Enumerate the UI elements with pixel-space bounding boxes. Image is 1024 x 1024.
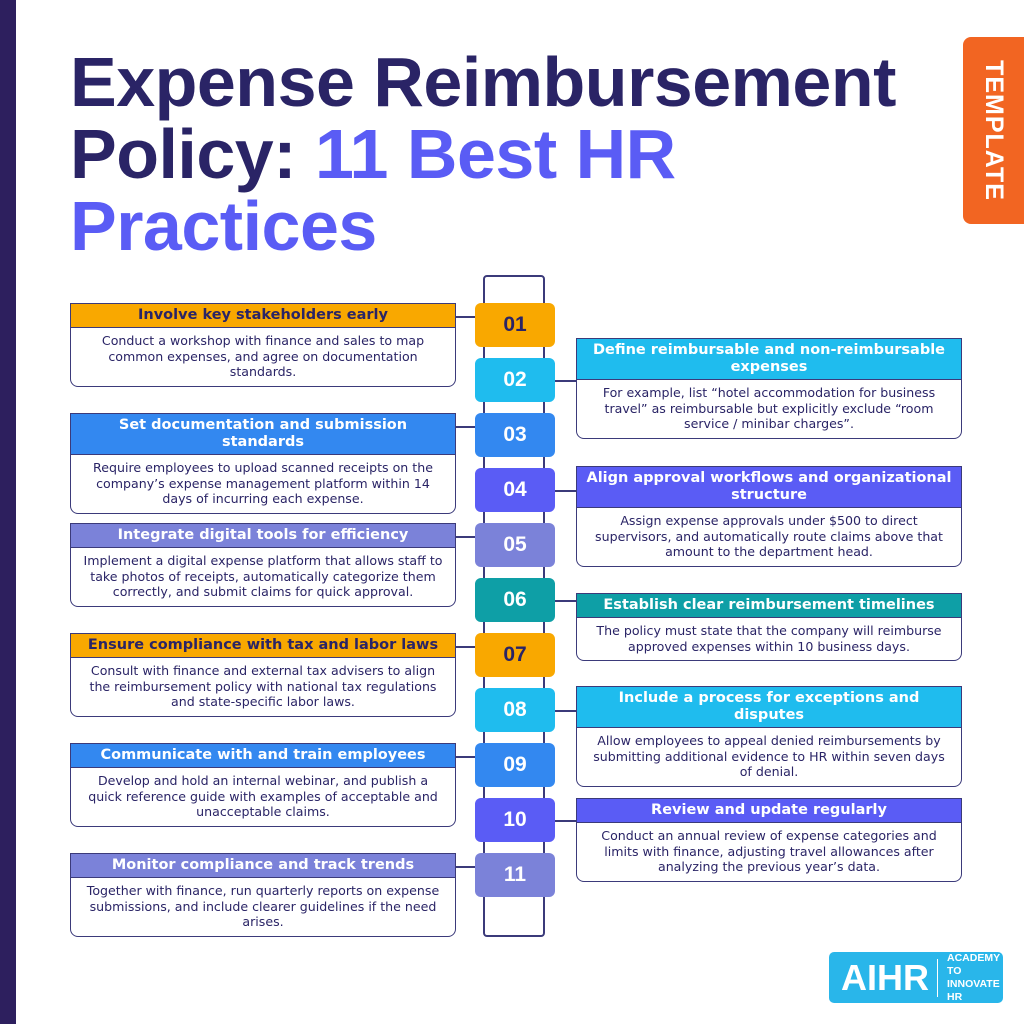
- step-number-07: 07: [475, 633, 555, 677]
- practice-card: Define reimbursable and non-reimbursable…: [576, 338, 962, 439]
- title-part: Policy:: [70, 115, 315, 193]
- practice-title: Include a process for exceptions and dis…: [577, 687, 961, 728]
- practice-description: Consult with finance and external tax ad…: [89, 663, 437, 709]
- title-accent: 11 Best HR: [314, 115, 676, 193]
- practice-description: The policy must state that the company w…: [596, 623, 942, 654]
- practice-card: Ensure compliance with tax and labor law…: [70, 633, 456, 717]
- practice-description: Require employees to upload scanned rece…: [93, 460, 433, 506]
- title-line-2: Policy: 11 Best HR: [70, 118, 896, 190]
- practice-card: Review and update regularly Conduct an an…: [576, 798, 962, 882]
- step-number-08: 08: [475, 688, 555, 732]
- connector-line: [456, 646, 475, 648]
- practice-description: Together with finance, run quarterly rep…: [86, 883, 440, 929]
- practice-title: Ensure compliance with tax and labor law…: [71, 634, 455, 658]
- logo-line-1: ACADEMY TO: [947, 951, 1000, 977]
- practice-title: Set documentation and submission standar…: [71, 414, 455, 455]
- step-number-03: 03: [475, 413, 555, 457]
- connector-line: [456, 316, 475, 318]
- template-label: TEMPLATE: [980, 60, 1008, 201]
- practice-card: Set documentation and submission standar…: [70, 413, 456, 514]
- practice-title: Review and update regularly: [577, 799, 961, 823]
- step-number-05: 05: [475, 523, 555, 567]
- practice-title: Establish clear reimbursement timelines: [577, 594, 961, 618]
- step-number-02: 02: [475, 358, 555, 402]
- practice-description: Assign expense approvals under $500 to d…: [595, 513, 943, 559]
- practice-title: Involve key stakeholders early: [71, 304, 455, 328]
- practice-description: Develop and hold an internal webinar, an…: [88, 773, 438, 819]
- left-accent-bar: [0, 0, 16, 1024]
- practice-description: Implement a digital expense platform tha…: [83, 553, 443, 599]
- practice-title: Define reimbursable and non-reimbursable…: [577, 339, 961, 380]
- practice-description: Allow employees to appeal denied reimbur…: [593, 733, 945, 779]
- practice-description: Conduct a workshop with finance and sale…: [101, 333, 425, 379]
- practice-title: Align approval workflows and organizatio…: [577, 467, 961, 508]
- step-number-09: 09: [475, 743, 555, 787]
- practice-title: Communicate with and train employees: [71, 744, 455, 768]
- connector-line: [456, 536, 475, 538]
- page-title: Expense Reimbursement Policy: 11 Best HR…: [70, 46, 896, 262]
- aihr-logo: AIHR ACADEMY TO INNOVATE HR: [829, 952, 1003, 1003]
- connector-line: [456, 756, 475, 758]
- practice-description: Conduct an annual review of expense cate…: [601, 828, 937, 874]
- step-number-01: 01: [475, 303, 555, 347]
- practice-card: Integrate digital tools for efficiency Im…: [70, 523, 456, 607]
- practice-card: Communicate with and train employees Deve…: [70, 743, 456, 827]
- logo-line-2: INNOVATE HR: [947, 977, 1000, 1003]
- connector-line: [456, 426, 475, 428]
- practice-card: Monitor compliance and track trends Toget…: [70, 853, 456, 937]
- practice-description: For example, list “hotel accommodation f…: [602, 385, 936, 431]
- logo-mark: AIHR: [829, 958, 938, 997]
- template-tab: TEMPLATE: [963, 37, 1024, 224]
- title-line-1: Expense Reimbursement: [70, 43, 896, 121]
- step-number-04: 04: [475, 468, 555, 512]
- step-number-06: 06: [475, 578, 555, 622]
- practice-title: Monitor compliance and track trends: [71, 854, 455, 878]
- practice-card: Include a process for exceptions and dis…: [576, 686, 962, 787]
- step-number-11: 11: [475, 853, 555, 897]
- connector-line: [555, 600, 576, 602]
- connector-line: [555, 710, 576, 712]
- practice-card: Involve key stakeholders early Conduct a …: [70, 303, 456, 387]
- step-number-10: 10: [475, 798, 555, 842]
- title-line-3: Practices: [70, 187, 377, 265]
- connector-line: [555, 820, 576, 822]
- practice-title: Integrate digital tools for efficiency: [71, 524, 455, 548]
- connector-line: [555, 490, 576, 492]
- connector-line: [456, 866, 475, 868]
- connector-line: [555, 380, 576, 382]
- logo-text: ACADEMY TO INNOVATE HR: [938, 952, 1003, 1004]
- practice-card: Establish clear reimbursement timelines T…: [576, 593, 962, 661]
- practice-card: Align approval workflows and organizatio…: [576, 466, 962, 567]
